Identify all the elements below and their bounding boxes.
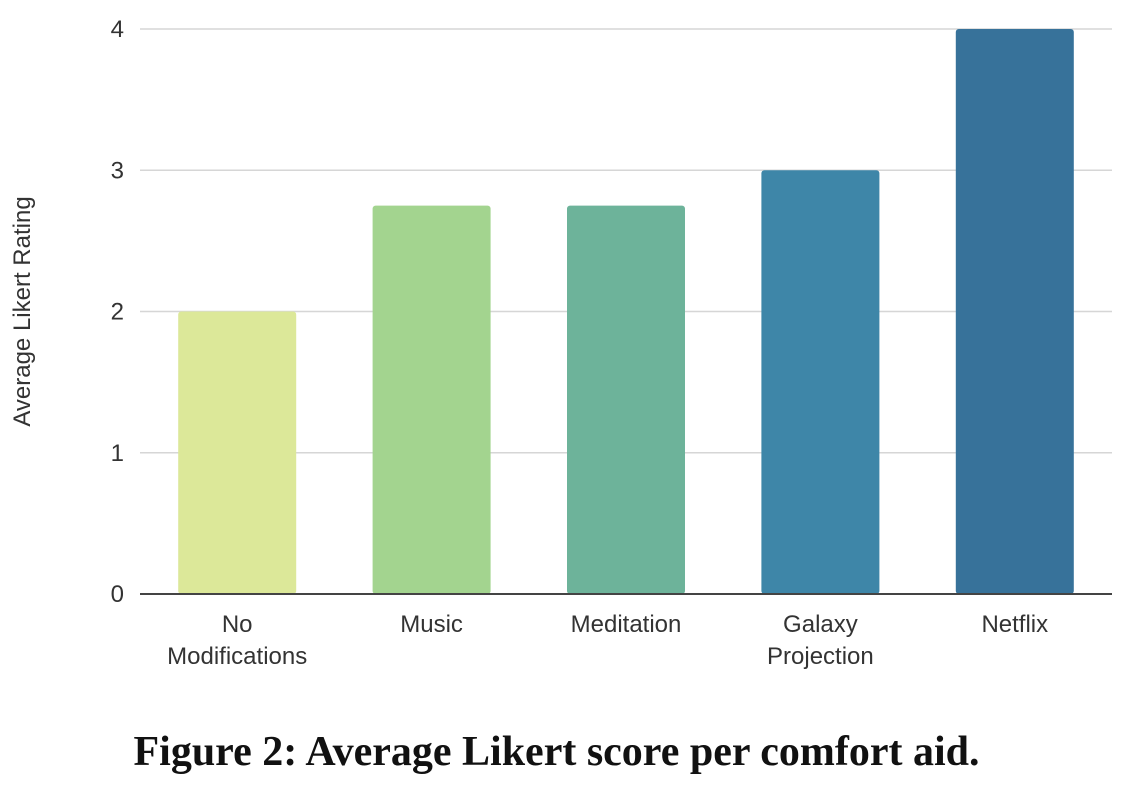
bars [178,29,1074,594]
bar [178,311,297,594]
bar [372,205,491,594]
x-tick-labels: No Modifications Music Meditation Galaxy Proj… [167,611,1048,670]
bar [761,170,880,594]
y-tick-label: 2 [111,299,124,326]
y-tick-label: 3 [111,157,124,184]
x-tick-label: Music [400,611,463,638]
y-tick-label: 4 [111,16,124,43]
x-tick-label: Netflix [981,611,1048,638]
bar [567,205,685,594]
y-tick-label: 1 [111,440,124,467]
x-tick-label: Modifications [167,643,307,670]
x-tick-label: Galaxy [783,611,858,638]
y-tick-labels: 0 1 2 3 4 [111,16,124,608]
figure-caption: Figure 2: Average Likert score per comfo… [133,729,980,775]
x-tick-label: Projection [767,643,874,670]
y-axis-label: Average Likert Rating [9,196,36,426]
x-tick-label: No [222,611,253,638]
y-tick-label: 0 [111,581,124,608]
bar-chart: 0 1 2 3 4 No Modifications Music Meditation Gala… [9,16,1112,670]
bar [955,29,1074,594]
x-tick-label: Meditation [571,611,682,638]
